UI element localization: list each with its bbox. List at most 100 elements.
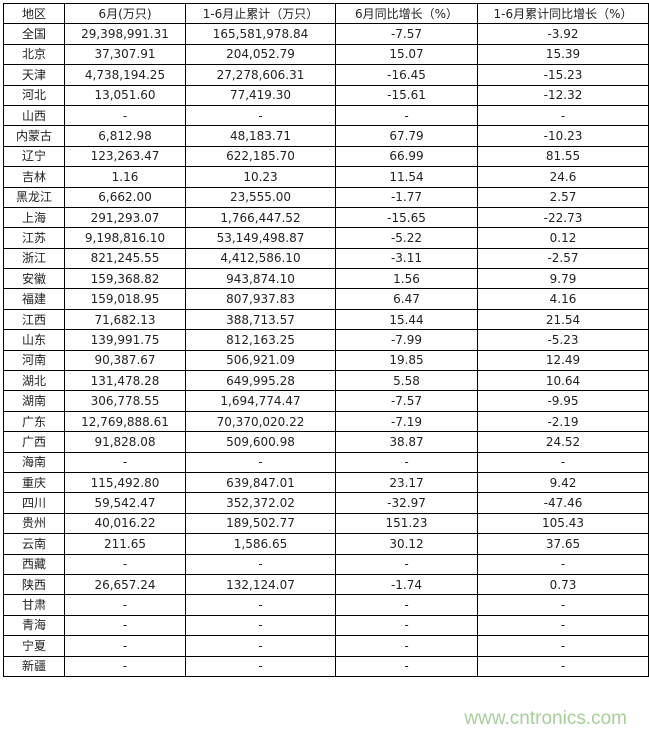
table-row: 广西 91,828.08 509,600.98 38.87 24.52 [3,431,649,453]
region-cell: 甘肃 [3,594,65,616]
value-cell: 131,478.28 [64,370,186,392]
table-row: 北京 37,307.91 204,052.79 15.07 15.39 [3,43,649,66]
region-cell: 四川 [3,492,65,514]
value-cell: -10.23 [477,125,649,147]
value-cell: - [477,635,649,657]
value-cell: -32.97 [335,492,478,514]
header-row: 地区 6月(万只) 1-6月止累计（万只） 6月同比增长（%） 1-6月累计同比增长（%… [3,2,649,25]
value-cell: 12.49 [477,349,649,372]
value-cell: 211.65 [64,533,186,555]
value-cell: 37.65 [477,533,649,555]
value-cell: 12,769,888.61 [64,410,186,433]
region-cell: 福建 [3,288,65,310]
value-cell: 4,738,194.25 [64,64,186,86]
region-cell: 重庆 [3,471,65,494]
value-cell: 189,502.77 [185,512,336,535]
value-cell: - [335,104,478,127]
table-row: 吉林 1.16 10.23 11.54 24.6 [3,166,649,188]
value-cell: 71,682.13 [64,308,186,331]
value-cell: 13,051.60 [64,84,186,106]
table-row: 内蒙古 6,812.98 48,183.71 67.79 -10.23 [3,125,649,147]
value-cell: 70,370,020.22 [185,410,336,433]
value-cell: 15.44 [335,308,478,331]
value-cell: 15.07 [335,43,478,66]
value-cell: 291,293.07 [64,206,186,229]
value-cell: 165,581,978.84 [185,23,336,45]
value-cell: 37,307.91 [64,43,186,66]
header-june: 6月(万只) [64,2,186,25]
value-cell: 812,163.25 [185,329,336,351]
value-cell: 77,419.30 [185,84,336,106]
value-cell: 4,412,586.10 [185,247,336,270]
value-cell: 352,372.02 [185,492,336,514]
value-cell: - [335,451,478,473]
table-row: 湖北 131,478.28 649,995.28 5.58 10.64 [3,370,649,392]
value-cell: 115,492.80 [64,471,186,494]
value-cell: 81.55 [477,145,649,168]
value-cell: 6,812.98 [64,125,186,147]
value-cell: 66.99 [335,145,478,168]
value-cell: -3.92 [477,23,649,45]
value-cell: 24.6 [477,166,649,188]
value-cell: - [185,594,336,616]
table-row: 陕西 26,657.24 132,124.07 -1.74 0.73 [3,573,649,596]
value-cell: 159,018.95 [64,288,186,310]
value-cell: -22.73 [477,206,649,229]
value-cell: 23,555.00 [185,186,336,208]
value-cell: 622,185.70 [185,145,336,168]
table-row: 宁夏 - - - - [3,635,649,657]
value-cell: 5.58 [335,370,478,392]
region-cell: 广西 [3,431,65,453]
value-cell: 15.39 [477,43,649,66]
value-cell: - [64,104,186,127]
value-cell: 1,586.65 [185,533,336,555]
value-cell: 123,263.47 [64,145,186,168]
value-cell: - [477,594,649,616]
value-cell: 639,847.01 [185,471,336,494]
value-cell: 6.47 [335,288,478,310]
region-cell: 江西 [3,308,65,331]
value-cell: 40,016.22 [64,512,186,535]
value-cell: - [64,614,186,637]
region-cell: 宁夏 [3,635,65,657]
table-row: 青海 - - - - [3,614,649,637]
value-cell: -7.57 [335,390,478,412]
value-cell: - [335,635,478,657]
region-cell: 湖南 [3,390,65,412]
value-cell: 6,662.00 [64,186,186,208]
value-cell: 151.23 [335,512,478,535]
value-cell: - [64,655,186,677]
value-cell: - [477,104,649,127]
region-cell: 新疆 [3,655,65,677]
value-cell: - [335,614,478,637]
value-cell: 19.85 [335,349,478,372]
value-cell: - [185,635,336,657]
value-cell: - [477,451,649,473]
region-cell: 吉林 [3,166,65,188]
region-cell: 西藏 [3,553,65,575]
value-cell: - [335,553,478,575]
table-row: 云南 211.65 1,586.65 30.12 37.65 [3,533,649,555]
value-cell: - [64,635,186,657]
table-row: 河南 90,387.67 506,921.09 19.85 12.49 [3,349,649,372]
value-cell: -15.61 [335,84,478,106]
value-cell: 0.73 [477,573,649,596]
value-cell: 67.79 [335,125,478,147]
region-cell: 江苏 [3,227,65,249]
region-cell: 湖北 [3,370,65,392]
region-cell: 山东 [3,329,65,351]
value-cell: - [185,104,336,127]
region-cell: 浙江 [3,247,65,270]
region-cell: 黑龙江 [3,186,65,208]
value-cell: - [64,451,186,473]
value-cell: 29,398,991.31 [64,23,186,45]
value-cell: 1,694,774.47 [185,390,336,412]
region-cell: 内蒙古 [3,125,65,147]
value-cell: -5.22 [335,227,478,249]
table-row: 海南 - - - - [3,451,649,473]
region-cell: 山西 [3,104,65,127]
value-cell: -15.65 [335,206,478,229]
region-cell: 陕西 [3,573,65,596]
table-row: 天津 4,738,194.25 27,278,606.31 -16.45 -15.23 [3,64,649,86]
value-cell: 0.12 [477,227,649,249]
